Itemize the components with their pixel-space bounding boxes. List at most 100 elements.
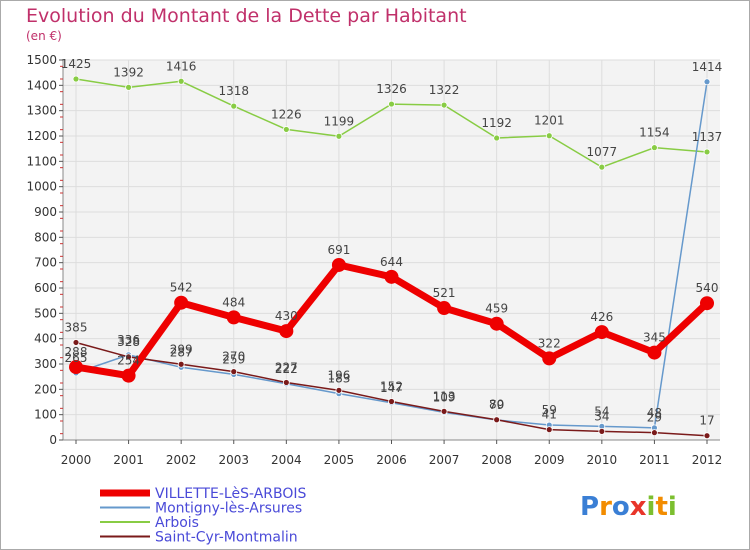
data-label: 1416 <box>166 59 197 73</box>
data-point <box>598 427 606 435</box>
data-label: 270 <box>222 350 245 364</box>
y-tick-label: 500 <box>34 306 57 320</box>
data-label: 29 <box>647 411 662 425</box>
x-tick-label: 2002 <box>166 453 197 467</box>
data-point <box>279 324 294 339</box>
data-label: 196 <box>327 368 350 382</box>
data-label: 644 <box>380 255 403 269</box>
data-label: 345 <box>643 331 666 345</box>
x-tick-label: 2000 <box>61 453 92 467</box>
legend-label: Arbois <box>155 515 199 531</box>
y-tick-label: 1100 <box>26 154 57 168</box>
data-point <box>700 296 714 311</box>
data-label: 691 <box>327 243 350 257</box>
data-label: 113 <box>433 389 456 403</box>
series-group: 288 254 542 484 430 691 644 521 459 322 426 345 540 2… <box>61 57 723 440</box>
data-point <box>388 100 395 108</box>
data-point <box>598 163 606 171</box>
y-tick-label: 100 <box>34 408 57 422</box>
data-point <box>331 257 346 272</box>
data-label: 287 <box>170 345 193 359</box>
data-point <box>594 325 609 340</box>
data-label: 1137 <box>692 130 723 144</box>
data-point <box>72 339 80 346</box>
data-label: 299 <box>170 342 193 356</box>
data-point <box>647 345 662 360</box>
x-tick-label: 2012 <box>692 453 723 467</box>
x-tick-label: 2010 <box>587 453 618 467</box>
data-label: 385 <box>65 320 88 334</box>
chart-subtitle: (en €) <box>26 29 62 43</box>
data-label: 1322 <box>429 83 460 97</box>
data-point <box>174 295 189 310</box>
y-tick-label: 200 <box>34 382 57 396</box>
data-label: 1077 <box>587 145 618 159</box>
data-label: 430 <box>275 309 298 323</box>
data-point <box>545 426 553 434</box>
y-tick-label: 600 <box>34 281 57 295</box>
data-point <box>230 102 238 110</box>
data-point <box>177 77 185 85</box>
data-point <box>125 353 132 361</box>
data-label: 1154 <box>639 126 670 140</box>
data-point <box>493 416 501 424</box>
data-label: 521 <box>433 286 456 300</box>
data-point <box>493 134 501 142</box>
data-label: 1199 <box>324 114 355 128</box>
data-point <box>230 368 238 376</box>
data-point <box>651 144 658 152</box>
data-point <box>542 351 557 366</box>
y-tick-label: 400 <box>34 332 57 346</box>
data-label: 1326 <box>376 82 407 96</box>
data-point <box>335 386 343 394</box>
x-tick-label: 2004 <box>271 453 302 467</box>
data-label: 59 <box>542 403 557 417</box>
data-label: 109 <box>433 390 456 404</box>
data-point <box>440 101 448 109</box>
data-label: 34 <box>594 409 609 423</box>
data-point <box>703 148 711 156</box>
data-label: 288 <box>65 345 88 359</box>
data-point <box>703 432 711 440</box>
legend-label: VILLETTE-LèS-ARBOIS <box>155 486 307 502</box>
data-point <box>703 78 711 86</box>
legend: VILLETTE-LèS-ARBOISMontigny-lès-ArsuresA… <box>100 486 307 546</box>
data-label: 1414 <box>692 60 723 74</box>
x-tick-label: 2001 <box>113 453 144 467</box>
data-point <box>121 368 136 383</box>
y-tick-label: 900 <box>34 205 57 219</box>
data-label: 222 <box>275 362 298 376</box>
data-label: 328 <box>117 335 140 349</box>
legend-label: Saint-Cyr-Montmalin <box>155 530 298 546</box>
data-label: 48 <box>647 406 662 420</box>
data-label: 459 <box>485 302 508 316</box>
data-label: 79 <box>489 398 504 412</box>
data-label: 254 <box>117 354 140 368</box>
data-point <box>125 83 132 91</box>
data-point <box>651 429 658 437</box>
data-label: 1425 <box>61 57 92 71</box>
x-tick-label: 2007 <box>429 453 460 467</box>
data-label: 1392 <box>113 65 144 79</box>
data-point <box>69 360 83 375</box>
x-tick-label: 2005 <box>324 453 355 467</box>
data-label: 265 <box>65 351 88 365</box>
data-point <box>72 75 80 83</box>
data-label: 41 <box>542 408 557 422</box>
data-point <box>489 316 504 331</box>
y-tick-label: 700 <box>34 256 57 270</box>
data-label: 259 <box>222 352 245 366</box>
x-tick-label: 2006 <box>376 453 407 467</box>
data-label: 426 <box>590 310 613 324</box>
data-label: 80 <box>489 398 504 412</box>
data-point <box>440 407 448 415</box>
x-tick-label: 2009 <box>534 453 565 467</box>
chart-title: Evolution du Montant de la Dette par Hab… <box>26 5 467 27</box>
data-point <box>437 301 452 316</box>
x-tick-label: 2011 <box>639 453 670 467</box>
data-label: 152 <box>380 379 403 393</box>
data-label: 54 <box>594 404 609 418</box>
data-label: 540 <box>696 281 719 295</box>
